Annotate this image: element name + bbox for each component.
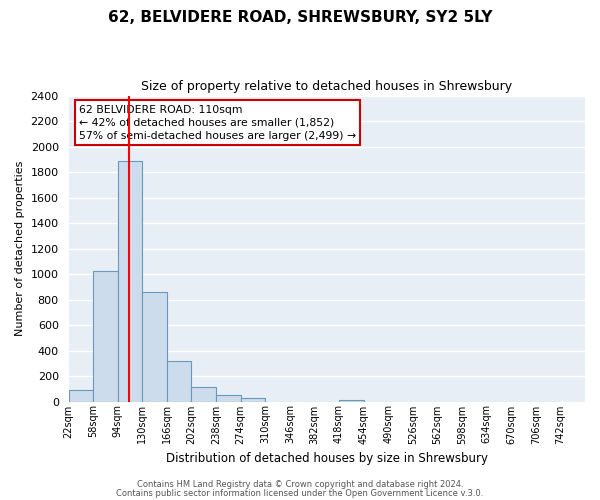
Title: Size of property relative to detached houses in Shrewsbury: Size of property relative to detached ho… (141, 80, 512, 93)
Bar (216, 395, 241, 402)
Bar (142, 292, 167, 402)
Bar (191, 387, 216, 402)
Text: 62, BELVIDERE ROAD, SHREWSBURY, SY2 5LY: 62, BELVIDERE ROAD, SHREWSBURY, SY2 5LY (108, 10, 492, 25)
Bar (68, 390, 93, 402)
Bar (118, 160, 142, 402)
Bar (93, 272, 118, 402)
Bar (241, 398, 265, 402)
Bar (339, 400, 364, 402)
Text: Contains HM Land Registry data © Crown copyright and database right 2024.: Contains HM Land Registry data © Crown c… (137, 480, 463, 489)
Text: 62 BELVIDERE ROAD: 110sqm
← 42% of detached houses are smaller (1,852)
57% of se: 62 BELVIDERE ROAD: 110sqm ← 42% of detac… (79, 104, 356, 141)
X-axis label: Distribution of detached houses by size in Shrewsbury: Distribution of detached houses by size … (166, 452, 488, 465)
Bar (167, 360, 191, 402)
Text: Contains public sector information licensed under the Open Government Licence v.: Contains public sector information licen… (116, 488, 484, 498)
Y-axis label: Number of detached properties: Number of detached properties (15, 161, 25, 336)
